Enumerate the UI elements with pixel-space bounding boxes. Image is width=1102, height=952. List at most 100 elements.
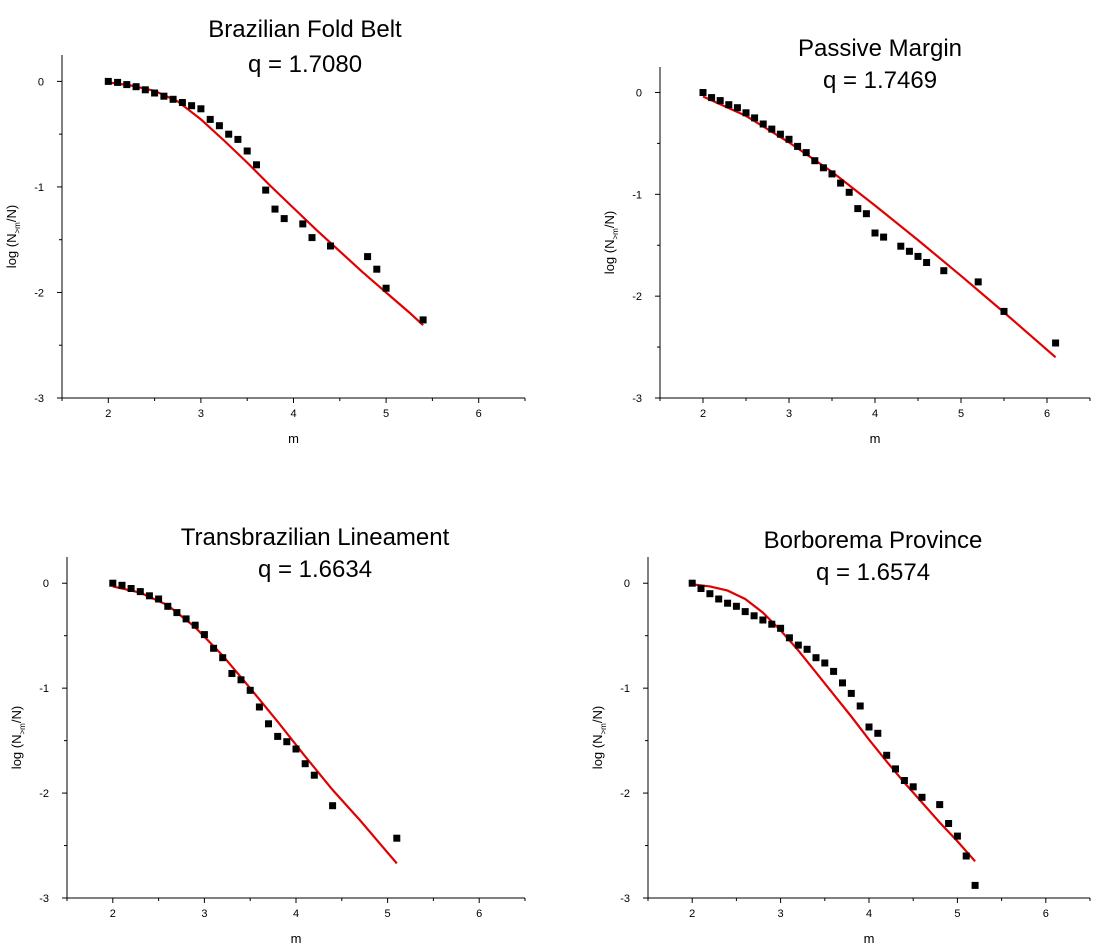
data-point [114,78,122,86]
data-point [160,92,168,100]
data-point [914,252,922,260]
data-point [768,620,776,628]
chart-subtitle: q = 1.6574 [816,559,930,586]
data-point [283,738,291,746]
x-tick-label: 4 [293,908,299,920]
data-point [940,267,948,275]
data-point [308,234,316,242]
data-point [118,581,126,589]
chart-title: Transbrazilian Lineament [181,524,450,551]
data-point [768,125,776,133]
data-point [874,729,882,737]
data-point [127,585,135,592]
x-tick-label: 2 [700,408,706,420]
y-axis-label-prefix: log (N [4,234,19,269]
data-point [104,77,112,85]
data-point [191,621,199,629]
y-axis-label-suffix: /N) [4,205,19,222]
data-point [819,164,827,172]
x-tick-label: 4 [866,908,872,920]
data-point [255,703,263,711]
data-point [197,105,205,113]
data-point [327,242,334,250]
chart-subtitle: q = 1.6634 [258,556,372,583]
data-point [777,624,785,632]
data-point [210,644,218,652]
fit-curve [108,81,424,327]
data-point [699,89,707,96]
data-point [178,99,186,106]
data-point [364,253,372,261]
x-tick-label: 2 [105,408,111,420]
data-point [909,783,917,791]
y-axis-label: log (N>m/N) [590,706,608,769]
data-point [301,760,309,768]
data-point [732,602,740,610]
chart-subtitle: q = 1.7080 [248,51,362,78]
fit-curve [692,583,976,863]
y-axis-label: log (N>m/N) [9,706,27,769]
data-point [733,104,741,112]
data-point [802,149,810,157]
data-point [688,579,696,587]
data-point [716,97,724,105]
data-point [173,609,181,617]
data-point [724,599,732,607]
data-point [839,679,846,687]
fit-curve [702,95,1057,359]
fit-curve [112,585,398,865]
x-axis-label: m [864,931,875,946]
data-point [164,602,172,610]
data-point [237,676,245,684]
data-point [123,81,131,89]
data-point [206,115,214,123]
data-point [962,852,970,860]
data-point [812,654,820,662]
y-axis-label-subscript: >m [18,723,27,735]
x-tick-label: 4 [872,408,878,420]
y-axis-label-suffix: /N) [590,706,605,723]
data-point [794,641,802,649]
y-axis-label-subscript: >m [611,228,620,240]
data-point [219,654,227,662]
x-tick-label: 6 [476,908,482,920]
x-tick-label: 5 [958,408,964,420]
data-point [862,210,870,218]
y-tick-label: -1 [39,683,49,695]
y-axis-label-prefix: log (N [590,735,605,770]
y-tick-label: -2 [39,788,49,800]
y-tick-label: -3 [39,893,49,905]
data-point [865,723,873,731]
data-point [856,702,864,710]
data-point [900,777,908,784]
data-point [750,612,758,620]
data-point [918,793,926,801]
y-axis-label-suffix: /N) [9,706,24,723]
data-point [1000,307,1008,315]
data-point [892,765,899,773]
y-tick-label: 0 [624,578,630,590]
y-tick-label: 0 [636,87,642,99]
data-point [936,801,944,809]
x-tick-label: 5 [954,908,960,920]
data-point [271,205,279,213]
data-point [708,94,716,102]
x-tick-label: 6 [476,408,482,420]
data-point [776,130,784,138]
data-point [234,135,242,143]
data-point [923,259,931,266]
chart-title: Brazilian Fold Belt [208,16,402,43]
data-point [854,205,862,213]
data-point [393,834,401,842]
data-point [132,83,140,91]
chart-panel-brazilian-fold-belt: Brazilian Fold Belt q = 1.7080 2 3 4 5 6 0 -1 -2 -… [4,16,526,446]
data-point [897,242,905,250]
data-point [883,751,891,759]
data-point [215,122,223,130]
x-tick-label: 3 [201,908,207,920]
data-point [225,130,233,138]
data-point [785,634,793,642]
y-tick-label: -3 [632,393,642,405]
data-point [953,832,961,840]
y-axis-label-subscript: >m [13,222,22,234]
